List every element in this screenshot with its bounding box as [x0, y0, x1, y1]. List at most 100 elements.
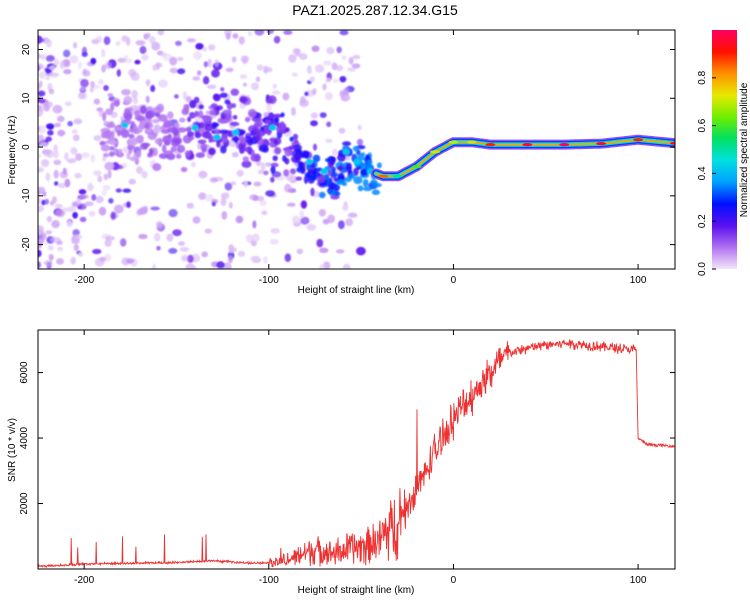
noise-blob — [225, 67, 234, 73]
noise-blob — [84, 201, 94, 207]
ridge-blob — [238, 142, 246, 151]
ridge-blob — [345, 162, 352, 171]
noise-blob — [108, 198, 114, 204]
ridge-blob — [239, 95, 248, 104]
noise-blob — [209, 177, 218, 183]
noise-blob — [211, 201, 216, 207]
ridge-peak — [430, 150, 440, 154]
ridge-blob — [174, 94, 179, 99]
noise-blob — [352, 54, 361, 60]
noise-blob — [314, 64, 325, 73]
noise-blob — [143, 205, 148, 214]
noise-blob — [291, 215, 301, 225]
noise-blob — [46, 39, 52, 48]
ridge-blob — [365, 154, 370, 160]
ridge-blob — [267, 95, 277, 104]
ridge-blob — [229, 121, 240, 127]
ridge-blob — [353, 176, 363, 185]
ridge-blob — [308, 175, 317, 182]
ridge-blob — [328, 189, 337, 196]
noise-blob — [43, 104, 50, 112]
noise-blob — [225, 32, 231, 40]
noise-blob — [324, 92, 333, 101]
ridge-blob — [313, 143, 317, 151]
noise-blob — [45, 172, 51, 182]
ridge-blob — [274, 116, 280, 123]
ridge-peak — [411, 165, 422, 169]
noise-blob — [292, 133, 299, 140]
noise-blob — [103, 85, 109, 91]
ridge-blob — [114, 100, 120, 107]
ridge-blob — [190, 113, 196, 119]
noise-blob — [284, 253, 291, 262]
ridge-blob — [342, 141, 352, 147]
noise-blob — [269, 238, 279, 245]
noise-blob — [80, 86, 85, 91]
ridge-blob — [179, 117, 186, 123]
noise-blob — [93, 135, 102, 141]
ridge-blob — [312, 154, 321, 163]
ridge-blob — [209, 109, 217, 116]
noise-blob — [322, 83, 327, 91]
ridge-blob — [198, 104, 204, 110]
ridge-blob — [160, 125, 166, 131]
ridge-blob — [288, 145, 296, 150]
noise-blob — [284, 183, 292, 193]
noise-blob — [44, 198, 49, 205]
noise-blob — [286, 202, 296, 207]
ridge-blob — [123, 95, 133, 105]
colorbar-tick-label: 0.8 — [697, 70, 708, 84]
ridge-blob — [244, 135, 252, 144]
noise-blob — [148, 36, 156, 44]
ridge-blob — [318, 191, 326, 199]
noise-blob — [38, 261, 41, 269]
ridge-peak — [633, 138, 644, 142]
ridge-peak — [522, 143, 533, 147]
ridge-blob — [337, 165, 344, 171]
noise-blob — [66, 220, 73, 228]
noise-blob — [166, 233, 174, 242]
ridge-blob — [236, 129, 246, 135]
snr-frame — [37, 329, 676, 570]
noise-blob — [82, 68, 88, 75]
noise-blob — [338, 220, 345, 230]
spectrogram-x-tick-label: -200 — [74, 275, 94, 286]
noise-blob — [131, 89, 138, 99]
ridge-blob — [136, 134, 144, 144]
ridge-blob — [104, 108, 113, 116]
noise-blob — [38, 98, 46, 104]
noise-blob — [250, 255, 261, 262]
ridge-blob — [290, 168, 296, 175]
noise-blob — [299, 99, 309, 107]
noise-blob — [224, 182, 233, 191]
noise-blob — [42, 191, 47, 197]
noise-blob — [113, 204, 124, 214]
noise-blob — [47, 245, 54, 251]
noise-blob — [77, 92, 86, 100]
noise-blob — [272, 83, 278, 89]
noise-blob — [62, 207, 72, 212]
noise-blob — [38, 111, 44, 116]
noise-blob — [70, 256, 76, 265]
noise-blob — [265, 190, 276, 197]
noise-blob — [247, 31, 252, 37]
ridge-blob — [376, 162, 382, 169]
noise-blob — [335, 249, 345, 254]
noise-blob — [128, 68, 137, 77]
noise-blob — [351, 63, 361, 69]
noise-blob — [90, 81, 95, 88]
ridge-blob — [333, 177, 339, 183]
noise-blob — [261, 210, 268, 216]
snr-panel: -200 -100 0 100 2000 4000 6000 Height of strai… — [7, 329, 676, 596]
ridge-blob — [337, 172, 345, 182]
noise-blob — [220, 192, 230, 199]
noise-blob — [168, 209, 178, 218]
noise-blob — [110, 211, 117, 220]
ridge-blob — [307, 169, 314, 174]
noise-blob — [122, 188, 132, 193]
noise-blob — [153, 232, 161, 242]
noise-blob — [237, 250, 246, 257]
noise-blob — [39, 142, 49, 148]
noise-blob — [169, 67, 178, 74]
noise-blob — [134, 59, 141, 65]
